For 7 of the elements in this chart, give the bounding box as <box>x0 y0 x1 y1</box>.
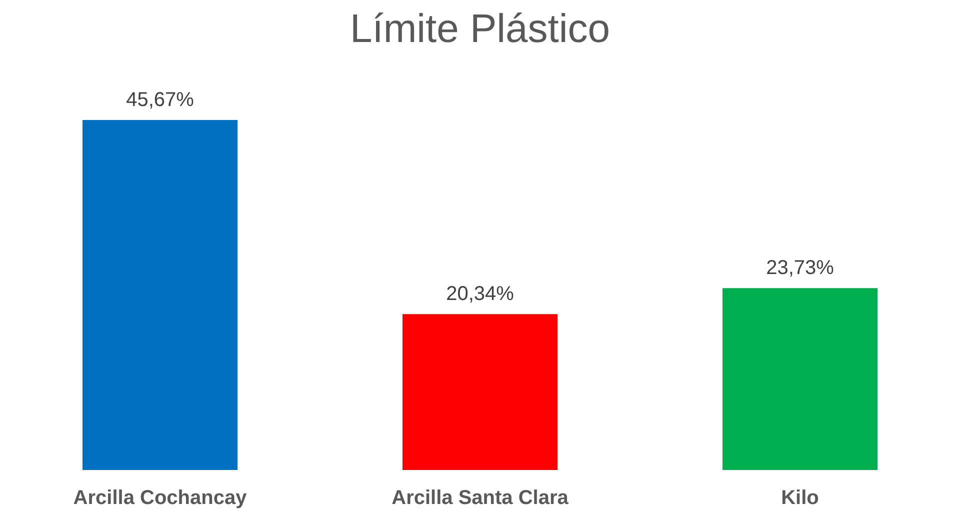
data-label: 20,34% <box>446 283 514 306</box>
x-tick-label: Arcilla Cochancay <box>73 487 248 509</box>
chart-title: Límite Plástico <box>350 7 610 51</box>
x-tick-label: Arcilla Santa Clara <box>392 487 570 509</box>
data-label: 45,67% <box>126 89 194 111</box>
data-label: 23,73% <box>766 257 834 280</box>
x-tick-label: Kilo <box>781 487 819 509</box>
